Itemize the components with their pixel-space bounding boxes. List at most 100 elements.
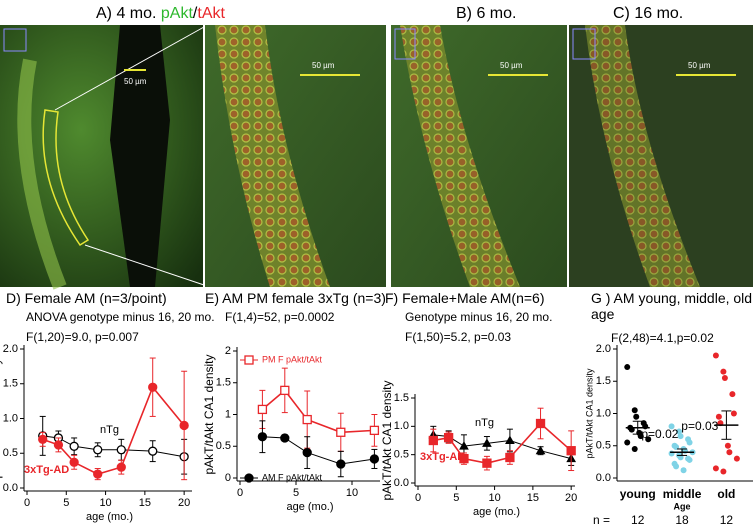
data-point [116,462,126,472]
data-point [535,445,546,455]
data-point [712,465,719,472]
x-tick-label: 10 [488,492,500,504]
annotation: p=0.02 [641,427,678,441]
count-row-label: n = [593,513,610,527]
data-point [244,473,254,483]
scale-bar-label: 50 µm [124,77,147,86]
inset-box [394,28,416,60]
annotation: p=0.03 [681,419,718,433]
y-axis-label: pAkT/tAkt CA1 density [380,380,394,500]
data-point [369,425,380,436]
x-tick-label: 20 [178,497,190,509]
data-point [179,420,189,431]
data-point [712,352,719,359]
data-point [443,433,454,443]
count-label: 12 [631,513,645,527]
data-point [244,355,254,365]
data-point [677,433,684,440]
x-axis-label: age (mo.) [473,506,520,518]
image-title: A) 4 mo. pAkt/tAkt [96,5,225,22]
series-line [261,389,375,434]
y-axis-label: pAkT/tAkt CA1 density [0,358,3,478]
micrographs [0,25,753,290]
y-tick-label: 1.5 [596,375,611,387]
data-point [336,459,346,469]
y-tick-label: 1 [225,408,231,420]
data-point [280,385,290,396]
scale-bar-label: 50 µm [312,61,335,70]
data-point [673,463,680,470]
data-point [93,445,103,455]
data-point [280,433,290,443]
chart-stat: F(1,50)=5.2, p=0.03 [405,330,512,344]
title-part: / [193,5,198,22]
data-point [69,457,79,467]
y-tick-label: 1.5 [394,392,409,404]
data-point [369,454,380,464]
data-point [148,382,158,392]
roi-outline [42,109,90,247]
data-point [505,452,515,463]
y-tick-label: 0.5 [596,440,611,452]
series-line [42,435,185,458]
data-point [724,442,731,449]
data-point [686,456,693,463]
data-point [676,428,683,435]
y-tick-label: 0.0 [596,472,611,484]
sem-bar [677,448,688,456]
title-part: C) 16 mo. [613,5,683,22]
data-point [302,414,312,425]
count-label: 12 [720,513,734,527]
x-tick-label: 10 [346,487,358,499]
chart-title: F) Female+Male AM(n=6) [385,290,545,306]
chart-title: E) AM PM female 3xTg (n=3) [205,290,386,306]
y-tick-label: 2.0 [596,343,611,355]
data-point [257,404,268,415]
x-tick-label: 0 [415,492,421,504]
series-line [262,436,375,465]
data-point [715,413,722,420]
data-point [721,375,728,382]
data-point [69,441,79,451]
data-point [566,446,576,456]
data-point [336,427,346,437]
data-point [428,435,438,446]
data-point [668,450,675,457]
sem-bar [721,410,732,440]
x-tick-label: 15 [139,497,151,509]
y-tick-label: 0.0 [394,477,409,489]
x-tick-label: 5 [453,492,459,504]
chart-subtitle: Genotype minus 16, 20 mo. [405,310,553,324]
ca1-band [215,25,330,287]
data-point [720,368,727,375]
title-part: B) 6 mo. [456,5,516,22]
chart-stat: F(2,48)=4.1,p=0.02 [611,331,714,345]
title-part: tAkt [197,5,225,22]
y-tick-label: 1.5 [3,378,18,390]
chart-title: G ) AM young, middle, old age [591,290,753,322]
y-axis-label: pAkT/tAkt CA1 density [584,368,594,459]
x-tick-label: young [620,487,656,501]
x-tick-label: 0 [24,497,30,509]
legend-label: AM F pAkt/tAkt [262,472,323,482]
ca1-band [400,25,520,287]
x-tick-label: 5 [63,497,69,509]
title-part: A) 4 mo. [96,5,161,22]
chart-title: D) Female AM (n=3/point) [6,290,167,306]
x-tick-label: middle [663,487,702,501]
x-tick-label: 10 [99,497,111,509]
series-label: nTg [100,424,119,436]
data-point [53,440,64,450]
y-tick-label: 2.0 [3,343,18,355]
y-tick-label: 1.0 [394,420,409,432]
y-tick-label: 0.5 [216,440,231,452]
data-point [93,469,103,479]
data-point [257,432,268,442]
data-point [482,458,492,468]
y-tick-label: 1.0 [596,407,611,419]
data-point [680,467,687,474]
data-point [116,445,126,455]
data-point [720,468,727,475]
